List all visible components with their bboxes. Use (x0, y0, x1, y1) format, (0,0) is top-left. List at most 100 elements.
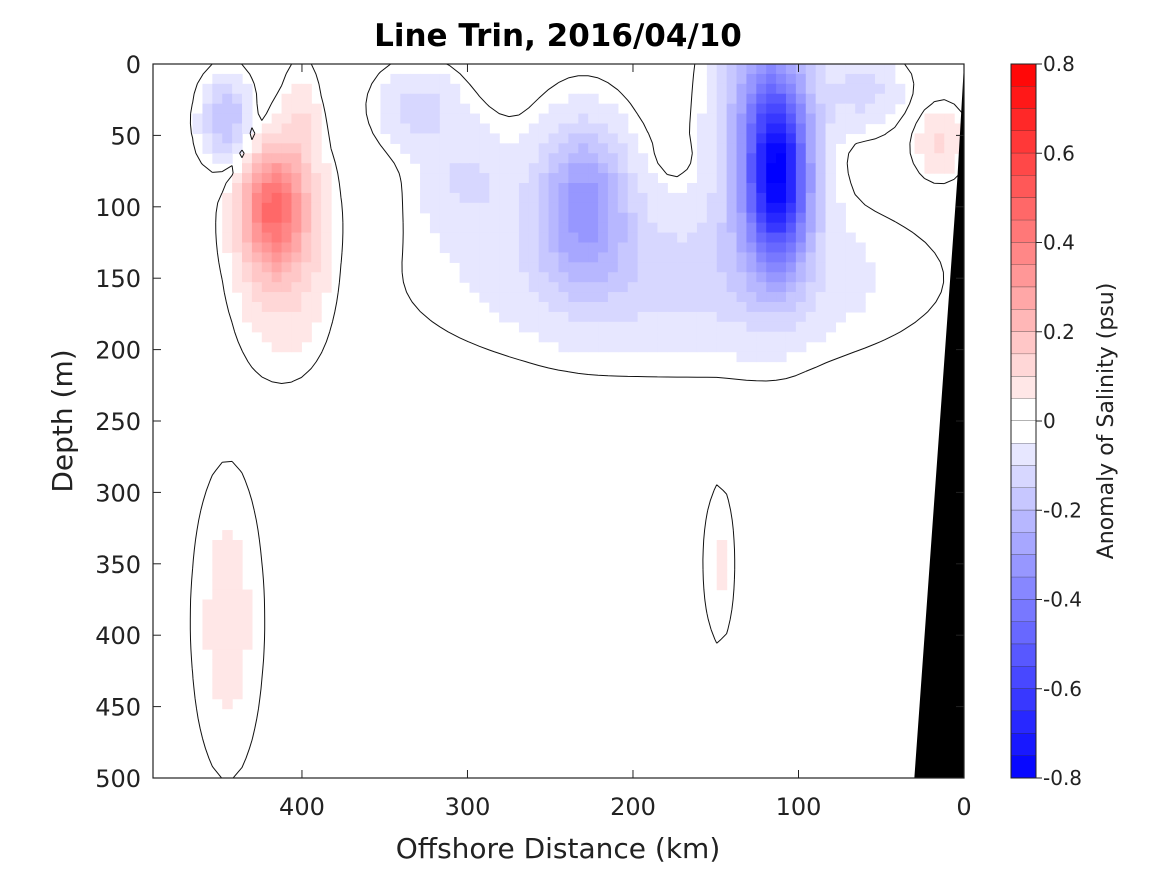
field-cell (271, 282, 283, 293)
field-cell (202, 83, 213, 95)
field-cell (687, 272, 698, 283)
field-cell (222, 113, 233, 125)
field-cell (311, 153, 322, 164)
field-cell (271, 183, 283, 194)
field-cell (726, 123, 738, 135)
field-cell (746, 143, 757, 154)
field-cell (647, 242, 658, 254)
field-cell (667, 252, 678, 263)
field-cell (617, 202, 629, 214)
field-cell (598, 252, 609, 263)
field-cell (607, 302, 619, 313)
field-cell (736, 242, 748, 254)
field-cell (766, 252, 777, 263)
field-cell (568, 103, 579, 115)
field-cell (281, 93, 293, 105)
field-cell (568, 252, 579, 263)
colorbar-bin (1011, 666, 1036, 690)
field-cell (281, 113, 293, 125)
field-cell (884, 93, 896, 105)
field-cell (795, 321, 807, 333)
field-cell (499, 292, 510, 303)
field-cell (874, 73, 886, 85)
field-cell (479, 292, 490, 303)
field-cell (232, 232, 243, 244)
field-cell (528, 311, 540, 323)
field-cell (588, 282, 599, 293)
field-cell (766, 192, 777, 204)
field-cell (311, 173, 322, 184)
field-cell (479, 192, 490, 204)
field-cell (726, 222, 738, 234)
colorbar-tick-label: 0 (1043, 409, 1056, 433)
field-cell (607, 232, 619, 244)
field-cell (528, 163, 540, 174)
field-cell (568, 202, 579, 214)
field-cell (489, 173, 500, 184)
field-cell (291, 262, 302, 273)
field-cell (785, 113, 797, 125)
field-cell (647, 262, 658, 273)
field-cell (232, 133, 243, 144)
field-cell (716, 311, 728, 323)
y-tick-label: 150 (95, 265, 141, 293)
field-cell (756, 93, 767, 105)
field-cell (736, 292, 748, 303)
field-cell (716, 341, 728, 353)
field-cell (449, 123, 461, 135)
field-cell (291, 252, 302, 263)
field-cell (706, 242, 718, 254)
field-cell (667, 232, 678, 244)
field-cell (716, 232, 728, 244)
field-cell (251, 192, 263, 204)
field-cell (242, 282, 253, 293)
field-cell (716, 133, 728, 144)
field-cell (795, 64, 807, 75)
field-cell (726, 143, 738, 154)
field-cell (716, 103, 728, 115)
field-cell (825, 103, 837, 115)
field-cell (805, 163, 817, 174)
field-cell (805, 93, 817, 105)
field-cell (776, 153, 787, 164)
field-cell (627, 331, 639, 343)
field-cell (311, 252, 322, 263)
field-cell (459, 103, 471, 115)
field-cell (261, 133, 273, 144)
field-cell (321, 222, 332, 234)
field-cell (785, 163, 797, 174)
field-cell (617, 341, 629, 353)
field-cell (736, 73, 748, 85)
field-cell (321, 192, 332, 204)
colorbar (1010, 63, 1037, 779)
field-cell (449, 212, 461, 224)
field-cell (518, 302, 530, 313)
field-cell (776, 262, 787, 273)
field-cell (696, 113, 708, 125)
field-cell (746, 262, 757, 273)
field-cell (499, 252, 510, 263)
field-cell (528, 133, 540, 144)
field-cell (439, 123, 451, 135)
field-cell (499, 192, 510, 204)
field-cell (459, 202, 471, 214)
field-cell (509, 163, 520, 174)
field-cell (756, 103, 767, 115)
field-cell (439, 183, 451, 194)
field-cell (746, 232, 757, 244)
field-cell (202, 93, 213, 105)
field-cell (756, 321, 767, 333)
field-cell (627, 202, 639, 214)
field-cell (627, 282, 639, 293)
field-cell (489, 192, 500, 204)
field-cell (617, 272, 629, 283)
field-cell (232, 113, 243, 125)
field-cell (637, 153, 649, 164)
field-cell (716, 282, 728, 293)
field-cell (825, 163, 837, 174)
x-tick-label: 300 (445, 793, 491, 821)
field-cell (459, 252, 471, 263)
field-cell (756, 212, 767, 224)
field-cell (815, 113, 827, 125)
field-cell (825, 113, 837, 125)
